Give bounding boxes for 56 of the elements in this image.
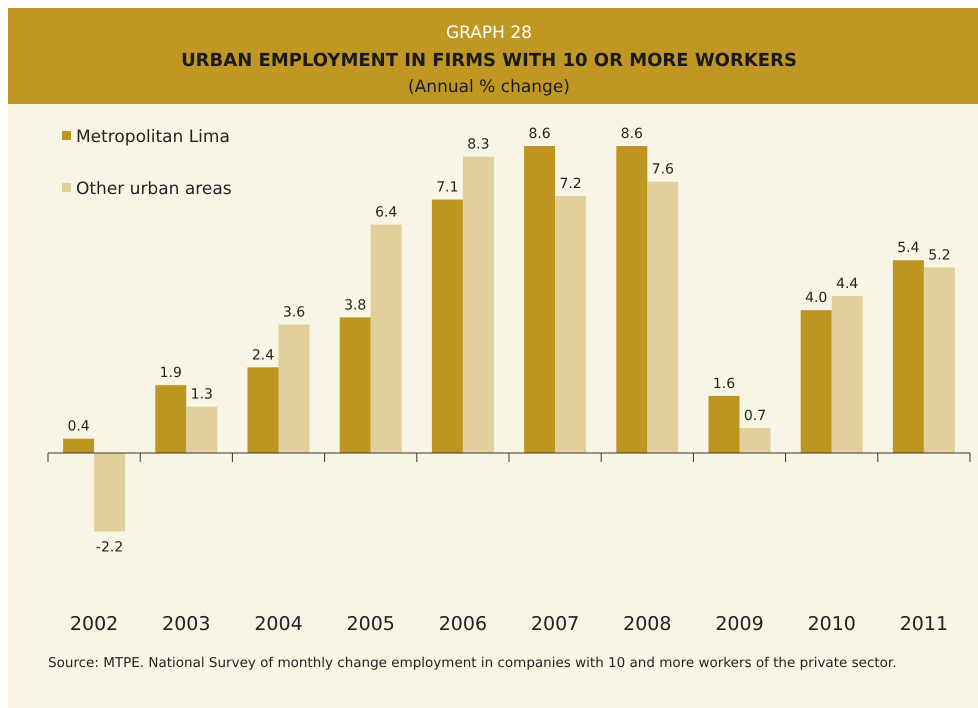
data-label: 8.6: [620, 126, 644, 142]
data-label: 4.0: [805, 290, 828, 306]
data-label: 5.4: [897, 240, 920, 256]
bar: [340, 317, 371, 453]
chart-subtitle: (Annual % change): [408, 77, 570, 97]
data-label: 5.2: [928, 247, 951, 264]
data-label: 3.8: [344, 297, 366, 314]
data-label: 2.4: [252, 347, 274, 364]
bar: [432, 200, 463, 453]
bar: [555, 196, 586, 453]
data-label: 7.1: [436, 180, 459, 196]
data-label: 4.4: [836, 276, 858, 292]
data-label: 3.6: [282, 304, 306, 320]
caption: GRAPH 28: [446, 23, 532, 43]
data-label: 8.6: [528, 126, 551, 142]
source-note: Source: MTPE. National Survey of monthly change employment in companies with 10 and more workers of the private sector.: [48, 655, 897, 671]
data-label: 0.4: [67, 418, 90, 435]
data-label: 1.9: [160, 365, 182, 382]
bar: [63, 438, 94, 453]
x-tick-label: 2002: [70, 613, 118, 635]
bar: [708, 396, 740, 453]
data-label: 1.6: [712, 376, 736, 392]
bar: [524, 146, 556, 453]
data-label: 7.6: [652, 162, 674, 178]
bar: [155, 385, 186, 453]
x-tick-label: 2006: [438, 613, 488, 635]
bar: [647, 182, 678, 453]
bar: [740, 428, 770, 453]
x-tick-label: 2011: [900, 613, 948, 635]
x-tick-label: 2003: [162, 613, 210, 635]
data-label: 1.3: [190, 386, 213, 403]
x-tick-label: 2009: [715, 613, 764, 635]
x-tick-label: 2005: [346, 613, 395, 635]
data-label: 6.4: [375, 204, 398, 221]
bar: [94, 453, 126, 532]
x-tick-label: 2007: [530, 613, 580, 635]
bar: [278, 324, 310, 453]
bar: [800, 310, 832, 453]
bar: [892, 260, 924, 453]
bar: [924, 267, 955, 453]
x-tick-label: 2008: [623, 613, 672, 635]
bar: [616, 146, 648, 453]
bar: [248, 367, 278, 453]
legend-label: Metropolitan Lima: [76, 127, 230, 147]
bar: [370, 224, 402, 453]
bar: [462, 156, 494, 453]
legend-label: Other urban areas: [76, 179, 232, 199]
data-label: -2.2: [96, 540, 124, 556]
bar: [832, 296, 863, 453]
x-tick-label: 2004: [254, 613, 303, 635]
data-label: 8.3: [467, 136, 490, 153]
bar: [186, 406, 218, 453]
chart-title: URBAN EMPLOYMENT IN FIRMS WITH 10 OR MORE WORKERS: [181, 50, 797, 71]
data-label: 0.7: [744, 408, 766, 424]
x-tick-label: 2010: [808, 613, 856, 635]
data-label: 7.2: [559, 176, 582, 192]
